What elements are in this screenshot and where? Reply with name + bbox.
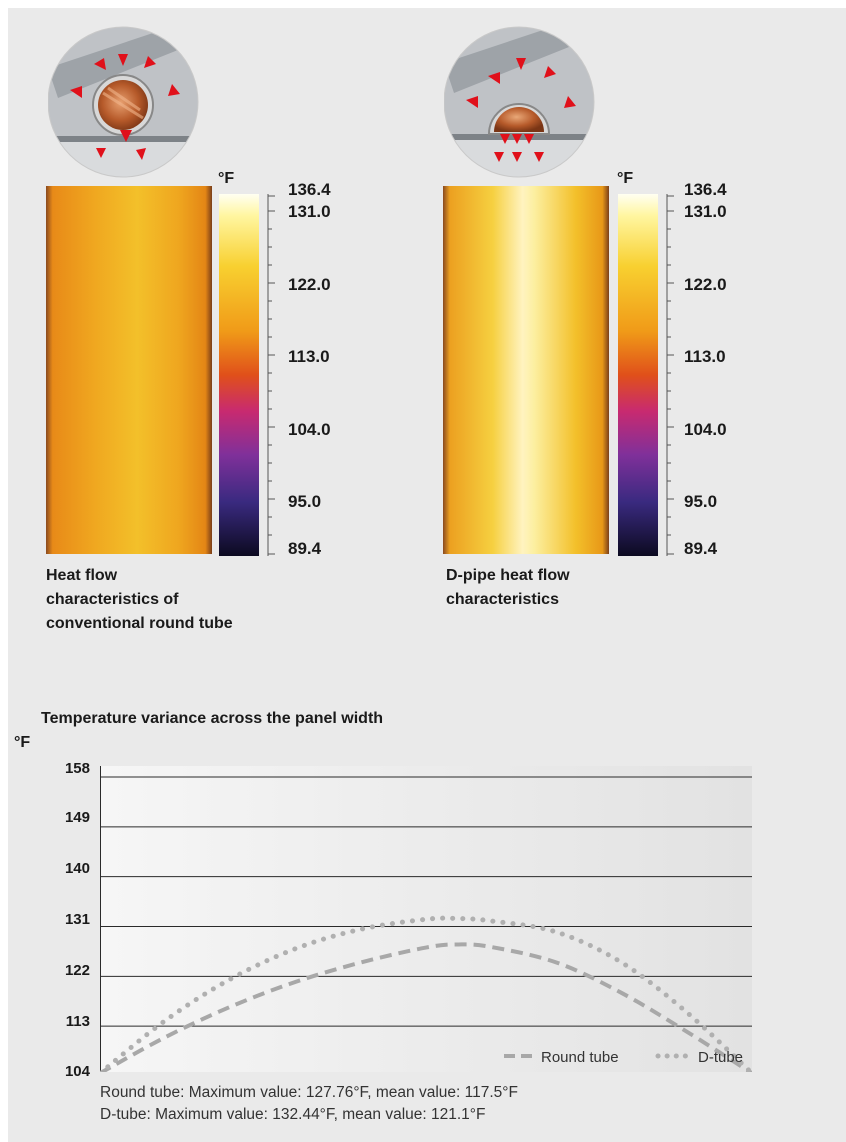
d-pipe-caption: D-pipe heat flow characteristics — [446, 567, 570, 608]
y-tick-label: 104 — [64, 1063, 90, 1080]
chart-title: Temperature variance across the panel wi… — [41, 710, 384, 727]
d-pipe-scale-label: 122.0 — [684, 275, 727, 294]
y-tick-label: 122 — [64, 962, 90, 979]
legend-round-tube-label: Round tube — [541, 1049, 619, 1066]
round-tube-scale-label: 95.0 — [288, 492, 322, 511]
round-tube-scale-label: 104.0 — [288, 420, 331, 439]
d-pipe-color-scale-bar — [618, 194, 674, 556]
round-tube-cross-section-illustration — [48, 26, 199, 178]
plot-area — [100, 766, 752, 1072]
d-pipe-scale-label: 95.0 — [684, 492, 718, 511]
round-tube-scale-label: 89.4 — [288, 539, 322, 558]
chart-y-unit: °F — [14, 734, 31, 751]
d-pipe-scale-label: 89.4 — [684, 539, 718, 558]
series-line-round-tube — [100, 942, 752, 1072]
chart-note-round-tube: Round tube: Maximum value: 127.76°F, mea… — [100, 1084, 518, 1101]
round-tube-scale-unit: °F — [218, 170, 235, 187]
y-tick-label: 131 — [64, 911, 90, 928]
chart-note-d-tube: D-tube: Maximum value: 132.44°F, mean va… — [100, 1106, 486, 1123]
d-pipe-scale-label: 131.0 — [684, 202, 727, 221]
legend-d-tube-label: D-tube — [698, 1049, 743, 1066]
d-pipe-scale-label: 113.0 — [684, 347, 726, 366]
d-pipe-scale-label: 104.0 — [684, 420, 727, 439]
d-pipe-scale-unit: °F — [617, 170, 634, 187]
round-tube-caption: Heat flow characteristics of conventiona… — [46, 567, 233, 632]
round-tube-color-scale-bar — [219, 194, 275, 556]
y-tick-label: 140 — [64, 860, 90, 877]
series-line-d-tube — [100, 915, 752, 1072]
round-tube-scale-label: 122.0 — [288, 275, 331, 294]
figure-page: °F 136.4 131.0 122.0 113.0 104.0 95.0 89… — [8, 8, 846, 1142]
round-tube-scale-label: 136.4 — [288, 180, 331, 199]
line-chart: Round tube D-tube — [100, 766, 752, 1072]
d-pipe-thermal-image — [443, 186, 609, 554]
d-pipe-scale-label: 136.4 — [684, 180, 727, 199]
round-tube-scale-label: 113.0 — [288, 347, 330, 366]
d-pipe-cross-section-illustration — [444, 26, 595, 178]
y-tick-label: 113 — [65, 1013, 90, 1030]
round-tube-thermal-image — [46, 186, 212, 554]
y-tick-label: 158 — [64, 760, 90, 777]
y-tick-label: 149 — [64, 809, 90, 826]
round-tube-scale-label: 131.0 — [288, 202, 331, 221]
